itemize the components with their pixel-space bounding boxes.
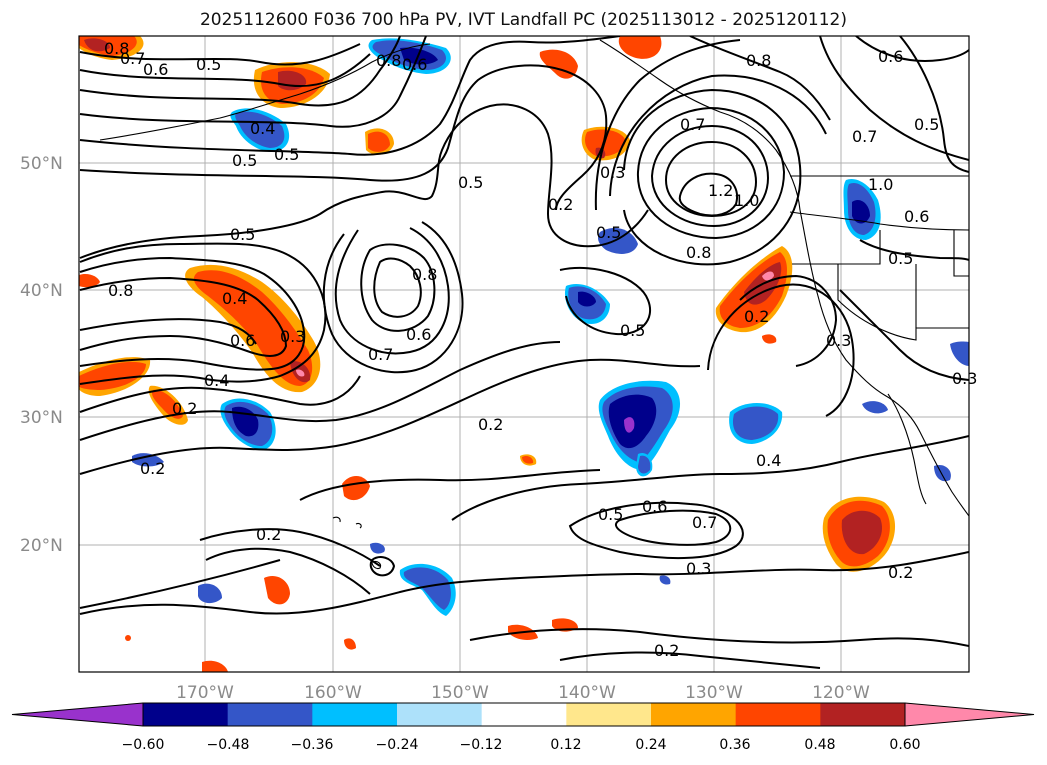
colorbar-cell (481, 703, 567, 726)
contour-label: 0.8 (686, 243, 711, 262)
colorbar-tick-label: −0.12 (460, 737, 503, 753)
colorbar: −0.60 −0.48 −0.36 −0.24 −0.12 0.12 0.24 … (11, 702, 1035, 753)
map-title: 2025112600 F036 700 hPa PV, IVT Landfall… (199, 10, 847, 30)
lon-label: 170°W (176, 683, 234, 703)
contour-label: 0.8 (746, 51, 771, 70)
colorbar-tick-label: −0.48 (207, 737, 250, 753)
colorbar-tick-label: −0.60 (122, 737, 165, 753)
colorbar-extend-high (905, 703, 1034, 726)
contour-label: 0.6 (143, 60, 168, 79)
contour-label: 0.5 (196, 55, 221, 74)
colorbar-extend-low (12, 703, 143, 726)
contour-label: 0.3 (826, 331, 851, 350)
colorbar-tick-label: 0.24 (635, 737, 666, 753)
contour-label: 0.5 (598, 505, 623, 524)
contour-label: 0.2 (140, 459, 165, 478)
colorbar-frame (142, 702, 906, 727)
lat-label: 40°N (20, 281, 63, 301)
contour-label: 0.8 (104, 39, 129, 58)
lon-label: 130°W (685, 683, 743, 703)
lon-label: 150°W (431, 683, 489, 703)
map-area (79, 36, 969, 672)
contour-label: 0.5 (458, 173, 483, 192)
contour-label: 0.6 (904, 207, 929, 226)
colorbar-cell (227, 703, 313, 726)
contour-label: 0.3 (686, 559, 711, 578)
lat-label: 30°N (20, 408, 63, 428)
contour-label: 0.4 (204, 371, 229, 390)
contour-label: 0.2 (172, 399, 197, 418)
contour-label: 0.2 (654, 641, 679, 660)
contour-label: 0.3 (600, 163, 625, 182)
contour-label: 1.0 (868, 175, 893, 194)
lon-label: 160°W (304, 683, 362, 703)
contour-label: 0.5 (274, 145, 299, 164)
colorbar-cell (397, 703, 483, 726)
contour-label: 0.4 (222, 289, 247, 308)
colorbar-tick-label: 0.36 (719, 737, 750, 753)
colorbar-right-arrow-outline (904, 702, 1035, 727)
contour-label: 0.7 (120, 49, 145, 68)
latitude-labels: 50°N 40°N 30°N 20°N (20, 154, 63, 556)
contour-label: 0.5 (232, 151, 257, 170)
colorbar-tick-label: −0.24 (376, 737, 419, 753)
colorbar-tick-label: −0.36 (291, 737, 334, 753)
contour-label: 0.8 (376, 51, 401, 70)
colorbar-tick-label: 0.48 (804, 737, 835, 753)
contour-label: 0.8 (108, 281, 133, 300)
contour-label: 0.7 (368, 345, 393, 364)
contour-label: 0.6 (230, 331, 255, 350)
contour-label: 0.2 (256, 525, 281, 544)
contour-label: 0.6 (878, 47, 903, 66)
map-frame (78, 35, 970, 673)
contour-label: 0.2 (548, 195, 573, 214)
gridlines (79, 36, 969, 672)
contour-label: 0.4 (250, 119, 275, 138)
contour-label: 0.5 (620, 321, 645, 340)
contour-label: 0.8 (412, 265, 437, 284)
positive-anomaly-fills (79, 36, 896, 672)
lon-label: 140°W (558, 683, 616, 703)
contour-label: 0.6 (642, 497, 667, 516)
contour-label: 0.7 (680, 115, 705, 134)
contour-label: 0.5 (888, 249, 913, 268)
contour-label: 0.2 (888, 563, 913, 582)
contour-label: 0.5 (596, 223, 621, 242)
colorbar-tick-label: 0.60 (889, 737, 920, 753)
contour-label: 0.5 (230, 225, 255, 244)
colorbar-cell (651, 703, 737, 726)
lat-label: 20°N (20, 536, 63, 556)
contour-label: 0.6 (406, 325, 431, 344)
longitude-labels: 170°W 160°W 150°W 140°W 130°W 120°W (176, 683, 870, 703)
contour-label: 0.2 (744, 307, 769, 326)
colorbar-cell (566, 703, 652, 726)
contour-label: 0.3 (280, 327, 305, 346)
pv-contours (79, 36, 969, 669)
coastlines (99, 39, 969, 570)
contour-label: 0.2 (478, 415, 503, 434)
contour-label: 1.0 (734, 191, 759, 210)
negative-anomaly-fills (132, 38, 969, 616)
contour-label: 0.5 (914, 115, 939, 134)
colorbar-cell (312, 703, 398, 726)
colorbar-cell (143, 703, 229, 726)
lat-label: 50°N (20, 154, 63, 174)
contour-label: 0.3 (952, 369, 977, 388)
contour-label: 0.4 (756, 451, 781, 470)
lon-label: 120°W (812, 683, 870, 703)
contour-label: 0.7 (692, 513, 717, 532)
contour-label: 0.7 (852, 127, 877, 146)
contour-label: 0.6 (402, 55, 427, 74)
colorbar-left-arrow-outline (11, 702, 144, 727)
colorbar-cell (820, 703, 906, 726)
contour-labels: 0.8 0.7 0.6 0.5 0.5 0.8 0.6 0.4 0.5 0.5 … (104, 39, 977, 660)
colorbar-cell (735, 703, 821, 726)
colorbar-tick-label: 0.12 (550, 737, 581, 753)
contour-label: 1.2 (708, 181, 733, 200)
